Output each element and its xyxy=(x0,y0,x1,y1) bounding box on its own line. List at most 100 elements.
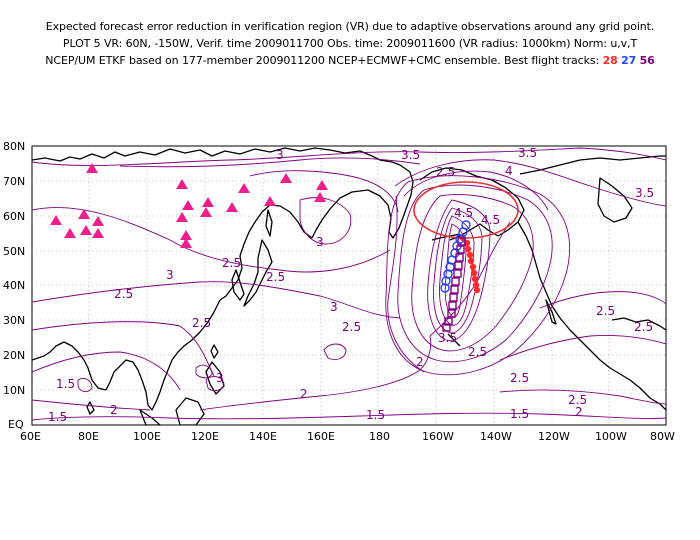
sumatra-coast xyxy=(139,409,161,425)
open-square-icon xyxy=(457,237,466,246)
contour-label: 1.5 xyxy=(56,377,75,391)
contour-label: 3.5 xyxy=(438,331,457,345)
triangle-marker-icon xyxy=(200,207,212,217)
latitude-axis: 80N 70N 60N 50N 40N 30N 20N 10N EQ xyxy=(3,140,25,431)
lat-label: 10N xyxy=(3,384,25,397)
flight-track-56 xyxy=(442,237,466,332)
contour-label: 3 xyxy=(276,148,284,162)
open-square-icon xyxy=(454,261,463,270)
contour-label: 2.5 xyxy=(192,316,211,330)
contour-line xyxy=(411,194,534,352)
triangle-marker-icon xyxy=(316,180,328,190)
contour-label: 1.5 xyxy=(366,408,385,422)
lat-label: 60N xyxy=(3,210,25,223)
longitude-axis: 60E 80E 100E 120E 140E 160E 180 160W 140… xyxy=(20,430,675,443)
raob-sites xyxy=(50,163,328,248)
contour-line xyxy=(205,376,225,392)
contour-label: 2.5 xyxy=(436,165,455,179)
open-square-icon xyxy=(456,245,465,254)
triangle-marker-icon xyxy=(280,173,292,183)
contour-label: 3 xyxy=(330,300,338,314)
contour-line xyxy=(299,197,352,245)
contour-label: 2 xyxy=(300,387,308,401)
open-circle-icon xyxy=(441,276,451,286)
title-line-3: NCEP/UM ETKF based on 177-member 2009011… xyxy=(0,54,700,67)
contour-label: 1.5 xyxy=(48,410,67,424)
india-coast xyxy=(32,341,107,391)
lon-label: 160E xyxy=(307,430,335,443)
contour-line xyxy=(32,147,666,166)
indochina-coast xyxy=(105,359,161,411)
track-56-label: 56 xyxy=(639,54,655,67)
contour-line xyxy=(32,281,401,319)
contour-label: 3 xyxy=(216,371,224,385)
contour-label: 4.5 xyxy=(481,213,500,227)
lon-label: 140E xyxy=(249,430,277,443)
triangle-marker-icon xyxy=(50,215,62,225)
hudson-bay-coast xyxy=(597,177,633,223)
contour-line xyxy=(387,195,425,373)
contour-label: 3.5 xyxy=(635,186,654,200)
triangle-marker-icon xyxy=(264,196,276,206)
triangle-marker-icon xyxy=(92,228,104,238)
lon-label: 160W xyxy=(422,430,454,443)
triangle-marker-icon xyxy=(314,192,326,202)
contour-line xyxy=(249,170,399,213)
open-square-icon xyxy=(453,269,462,278)
contour-line xyxy=(323,343,347,361)
contour-line xyxy=(32,351,181,391)
lat-label: EQ xyxy=(8,418,24,431)
contour-line xyxy=(394,159,666,207)
borneo-coast xyxy=(175,397,205,425)
lon-label: 120E xyxy=(191,430,219,443)
eurasia-arctic-coast xyxy=(32,147,411,173)
central-america-coast xyxy=(619,373,666,411)
contour-label: 2.5 xyxy=(596,304,615,318)
contour-label: 2.5 xyxy=(634,320,653,334)
triangle-marker-icon xyxy=(64,228,76,238)
contour-line xyxy=(439,215,475,326)
triangle-marker-icon xyxy=(80,225,92,235)
contour-line xyxy=(32,399,151,411)
lat-label: 40N xyxy=(3,279,25,292)
graticule xyxy=(32,146,666,425)
filled-dot-icon xyxy=(473,286,481,294)
title-line-1: Expected forecast error reduction in ver… xyxy=(45,20,655,33)
contour-label: 3.5 xyxy=(401,148,420,162)
track-27-label: 27 xyxy=(621,54,637,67)
triangle-marker-icon xyxy=(202,197,214,207)
filled-dot-icon xyxy=(471,275,479,283)
lon-label: 120W xyxy=(538,430,570,443)
contour-line xyxy=(539,291,666,309)
triangle-marker-icon xyxy=(238,183,250,193)
contour-label: 2.5 xyxy=(222,256,241,270)
contour-line xyxy=(119,157,421,168)
korea-coast xyxy=(231,269,245,301)
filled-dot-icon xyxy=(464,245,472,253)
contour-line xyxy=(433,207,483,334)
triangle-marker-icon xyxy=(176,179,188,189)
title-line-2: PLOT 5 VR: 60N, -150W, Verif. time 20090… xyxy=(62,37,638,50)
open-square-icon xyxy=(448,301,457,310)
filled-dot-icon xyxy=(472,281,480,289)
contour-label: 3.5 xyxy=(518,146,537,160)
triangle-marker-icon xyxy=(182,200,194,210)
map-frame xyxy=(31,145,667,426)
lat-label: 80N xyxy=(3,140,25,153)
contour-label: 4.5 xyxy=(454,206,473,220)
japan-coast xyxy=(243,239,273,307)
contour-line xyxy=(385,175,571,376)
contour-line xyxy=(77,377,93,393)
open-square-icon xyxy=(455,253,464,262)
open-square-icon xyxy=(444,317,453,326)
contour-label: 2 xyxy=(110,403,118,417)
filled-dot-icon xyxy=(469,263,477,271)
contour-line xyxy=(427,199,491,342)
contour-lines xyxy=(32,147,666,421)
contour-line xyxy=(32,412,666,421)
contour-line xyxy=(397,184,553,363)
triangle-marker-icon xyxy=(226,202,238,212)
track-28-label: 28 xyxy=(602,54,618,67)
open-circle-icon xyxy=(440,283,450,293)
